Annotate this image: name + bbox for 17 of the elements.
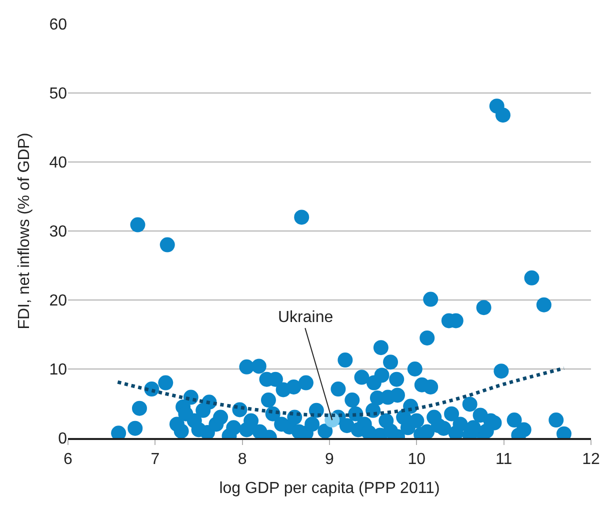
y-tick-label: 40	[49, 154, 68, 172]
x-tick-label: 9	[325, 450, 334, 468]
x-tick-label: 12	[582, 450, 600, 468]
y-tick-label: 10	[49, 362, 68, 379]
y-tick-label: 60	[49, 16, 68, 34]
x-tick-label: 8	[238, 450, 247, 468]
y-axis-title: FDI, net inflows (% of GDP)	[16, 132, 34, 330]
annotation: Ukraine	[278, 309, 334, 326]
y-tick-label: 50	[49, 86, 68, 103]
x-tick-label: 10	[408, 450, 426, 468]
y-tick-label: 20	[49, 292, 68, 310]
x-tick-label: 11	[496, 450, 512, 468]
y-tick-label: 30	[49, 224, 68, 241]
x-axis-title: log GDP per capita (PPP 2011)	[219, 480, 440, 498]
x-tick-label: 7	[150, 450, 160, 468]
x-tick-label: 6	[64, 450, 73, 468]
y-tick-label: 0	[58, 430, 68, 448]
